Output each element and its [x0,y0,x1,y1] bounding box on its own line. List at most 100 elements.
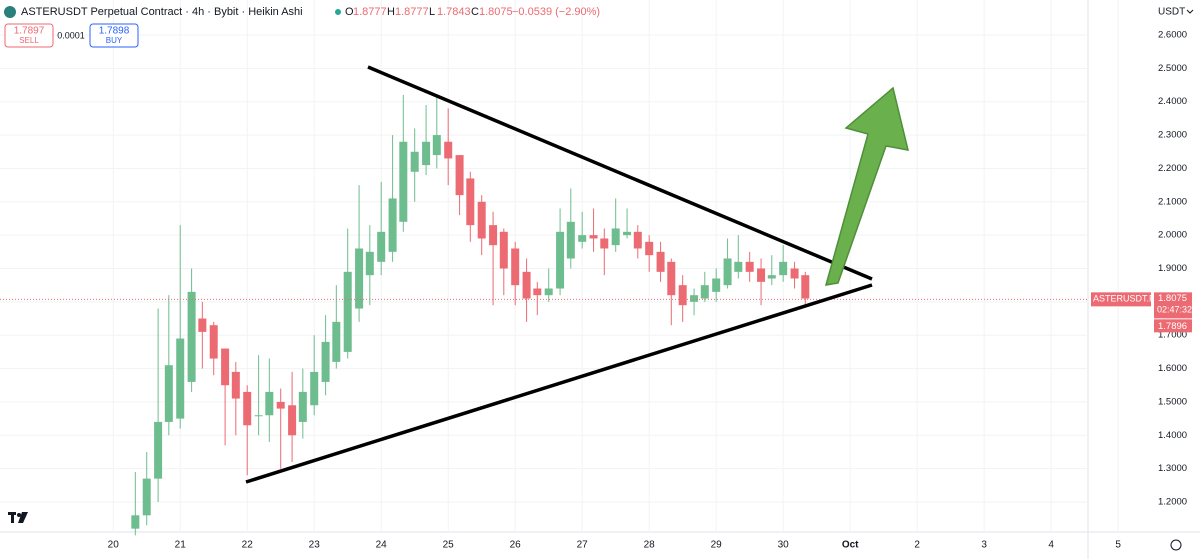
y-tick-label: 2.5000 [1158,63,1187,74]
candle-body [154,421,163,479]
currency[interactable]: USDT [1158,7,1185,18]
bid-price-label: 1.7896 [1158,321,1187,332]
candle-body [198,318,207,332]
buy-label[interactable]: BUY [106,36,123,45]
candle-body [410,151,419,172]
ohlc-key: H [387,6,395,18]
x-tick-label: 23 [309,540,321,551]
candle-body [243,391,252,426]
logo [8,512,28,523]
y-tick-label: 2.6000 [1158,30,1187,41]
candle-body [432,135,441,156]
candle-body [656,251,665,272]
candle-body [556,231,565,289]
candle-body [757,268,766,282]
change: −0.0539 (−2.90%) [512,6,600,18]
y-tick-label: 1.9000 [1158,263,1187,274]
candle-body [633,231,642,249]
candle-body [578,235,587,242]
candle-body [611,228,620,246]
buy-price[interactable]: 1.7898 [99,26,130,37]
y-tick-label: 1.4000 [1158,430,1187,441]
candle-body [231,371,240,399]
breakout-arrow [824,86,910,286]
candle-body [589,235,598,239]
x-tick-label: 27 [577,540,589,551]
candle-body [276,401,285,409]
candle-body [522,271,531,299]
ohlc-key: L [429,6,435,18]
last-price-label: 1.8075 [1158,293,1187,304]
candle-body [164,365,173,422]
candle-body [489,225,498,246]
ohlc-value: 1.8777 [353,6,387,18]
x-tick-label: 4 [1048,540,1054,551]
candle-body [176,338,185,419]
x-tick-label: 26 [510,540,522,551]
y-tick-label: 1.6000 [1158,363,1187,374]
candle-body [321,341,330,382]
x-tick-label: 25 [443,540,455,551]
x-tick-label: Oct [842,540,859,551]
candle-body [544,288,553,296]
candle-body [377,231,386,262]
market-status [335,9,341,15]
x-tick-label: 22 [242,540,254,551]
candle-body [254,415,263,417]
candle-body [209,325,218,359]
symbol-tag [1091,292,1151,307]
y-tick-label: 1.7000 [1158,330,1187,341]
y-tick-label: 2.1000 [1158,196,1187,207]
x-tick-label: 30 [778,540,790,551]
candle-body [790,268,799,279]
candle-body [801,275,810,299]
buy-button[interactable] [89,23,139,48]
candle-body [265,391,274,416]
upper-trendline [367,65,873,281]
settings[interactable] [1170,539,1182,551]
ohlc-value: 1.7843 [437,6,471,18]
candle-body [499,231,508,269]
y-tick-label: 2.0000 [1158,230,1187,241]
x-tick-label: 2 [914,540,920,551]
symbol-label: ASTERUSDT.P [1093,294,1155,304]
candle-body [142,478,151,516]
sell-price[interactable]: 1.7897 [14,26,45,37]
price-tag [1154,292,1192,319]
x-tick-label: 24 [376,540,388,551]
ohlc-legend: O 1.8777 H 1.8777 L 1.7843 C 1.8075 [345,6,513,18]
candle-body [511,248,520,286]
candle-body [388,198,397,252]
candle-body [455,155,464,196]
plot-area [0,0,1119,536]
candle-body [566,221,575,259]
candle-body [131,515,140,529]
y-tick-label: 1.5000 [1158,396,1187,407]
candle-body [221,348,230,386]
x-tick-label: 29 [711,540,723,551]
candle-body [690,295,699,302]
candle-body [187,291,196,382]
lower-trendline [245,283,873,484]
candle-body [477,201,486,239]
y-tick-label: 2.2000 [1158,163,1187,174]
sell-button[interactable] [4,23,54,48]
candle-body [623,231,632,236]
sell-label[interactable]: SELL [19,36,39,45]
y-tick-label: 2.4000 [1158,96,1187,107]
ohlc-value: 1.8777 [395,6,429,18]
symbol-icon [4,6,16,18]
ohlc-key: O [345,6,354,18]
candle-body [667,261,676,296]
y-tick-label: 2.3000 [1158,130,1187,141]
candle-body [678,285,687,306]
candle-body [310,371,319,406]
currency-dropdown[interactable] [1186,9,1194,14]
candle-body [734,261,743,272]
x-tick-label: 28 [644,540,656,551]
candle-body [533,288,542,296]
ohlc-key: C [471,6,479,18]
candle-body [332,321,341,362]
